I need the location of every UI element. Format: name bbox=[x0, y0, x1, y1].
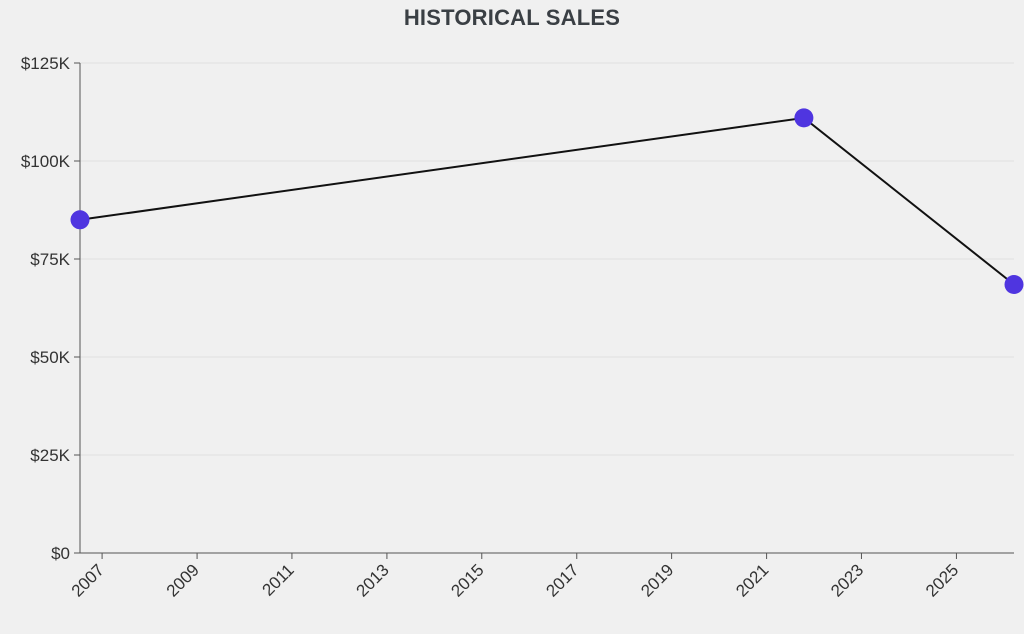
y-tick-label: $75K bbox=[30, 250, 70, 269]
x-tick-label: 2007 bbox=[68, 560, 108, 600]
x-tick-label: 2017 bbox=[542, 560, 582, 600]
x-tick-label: 2015 bbox=[447, 560, 487, 600]
x-tick-label: 2019 bbox=[637, 560, 677, 600]
chart-title: HISTORICAL SALES bbox=[403, 5, 621, 30]
data-point bbox=[70, 210, 90, 230]
data-point bbox=[794, 108, 814, 128]
y-tick-label: $0 bbox=[51, 544, 70, 563]
y-tick-label: $125K bbox=[21, 54, 71, 73]
x-tick-label: 2013 bbox=[353, 560, 393, 600]
x-tick-label: 2021 bbox=[732, 560, 772, 600]
x-tick-label: 2023 bbox=[827, 560, 867, 600]
y-tick-label: $100K bbox=[21, 152, 71, 171]
y-tick-label: $50K bbox=[30, 348, 70, 367]
x-tick-label: 2011 bbox=[258, 560, 297, 599]
data-point bbox=[1004, 274, 1024, 294]
x-tick-label: 2025 bbox=[922, 560, 962, 600]
x-tick-label: 2009 bbox=[163, 560, 203, 600]
y-tick-label: $25K bbox=[30, 446, 70, 465]
